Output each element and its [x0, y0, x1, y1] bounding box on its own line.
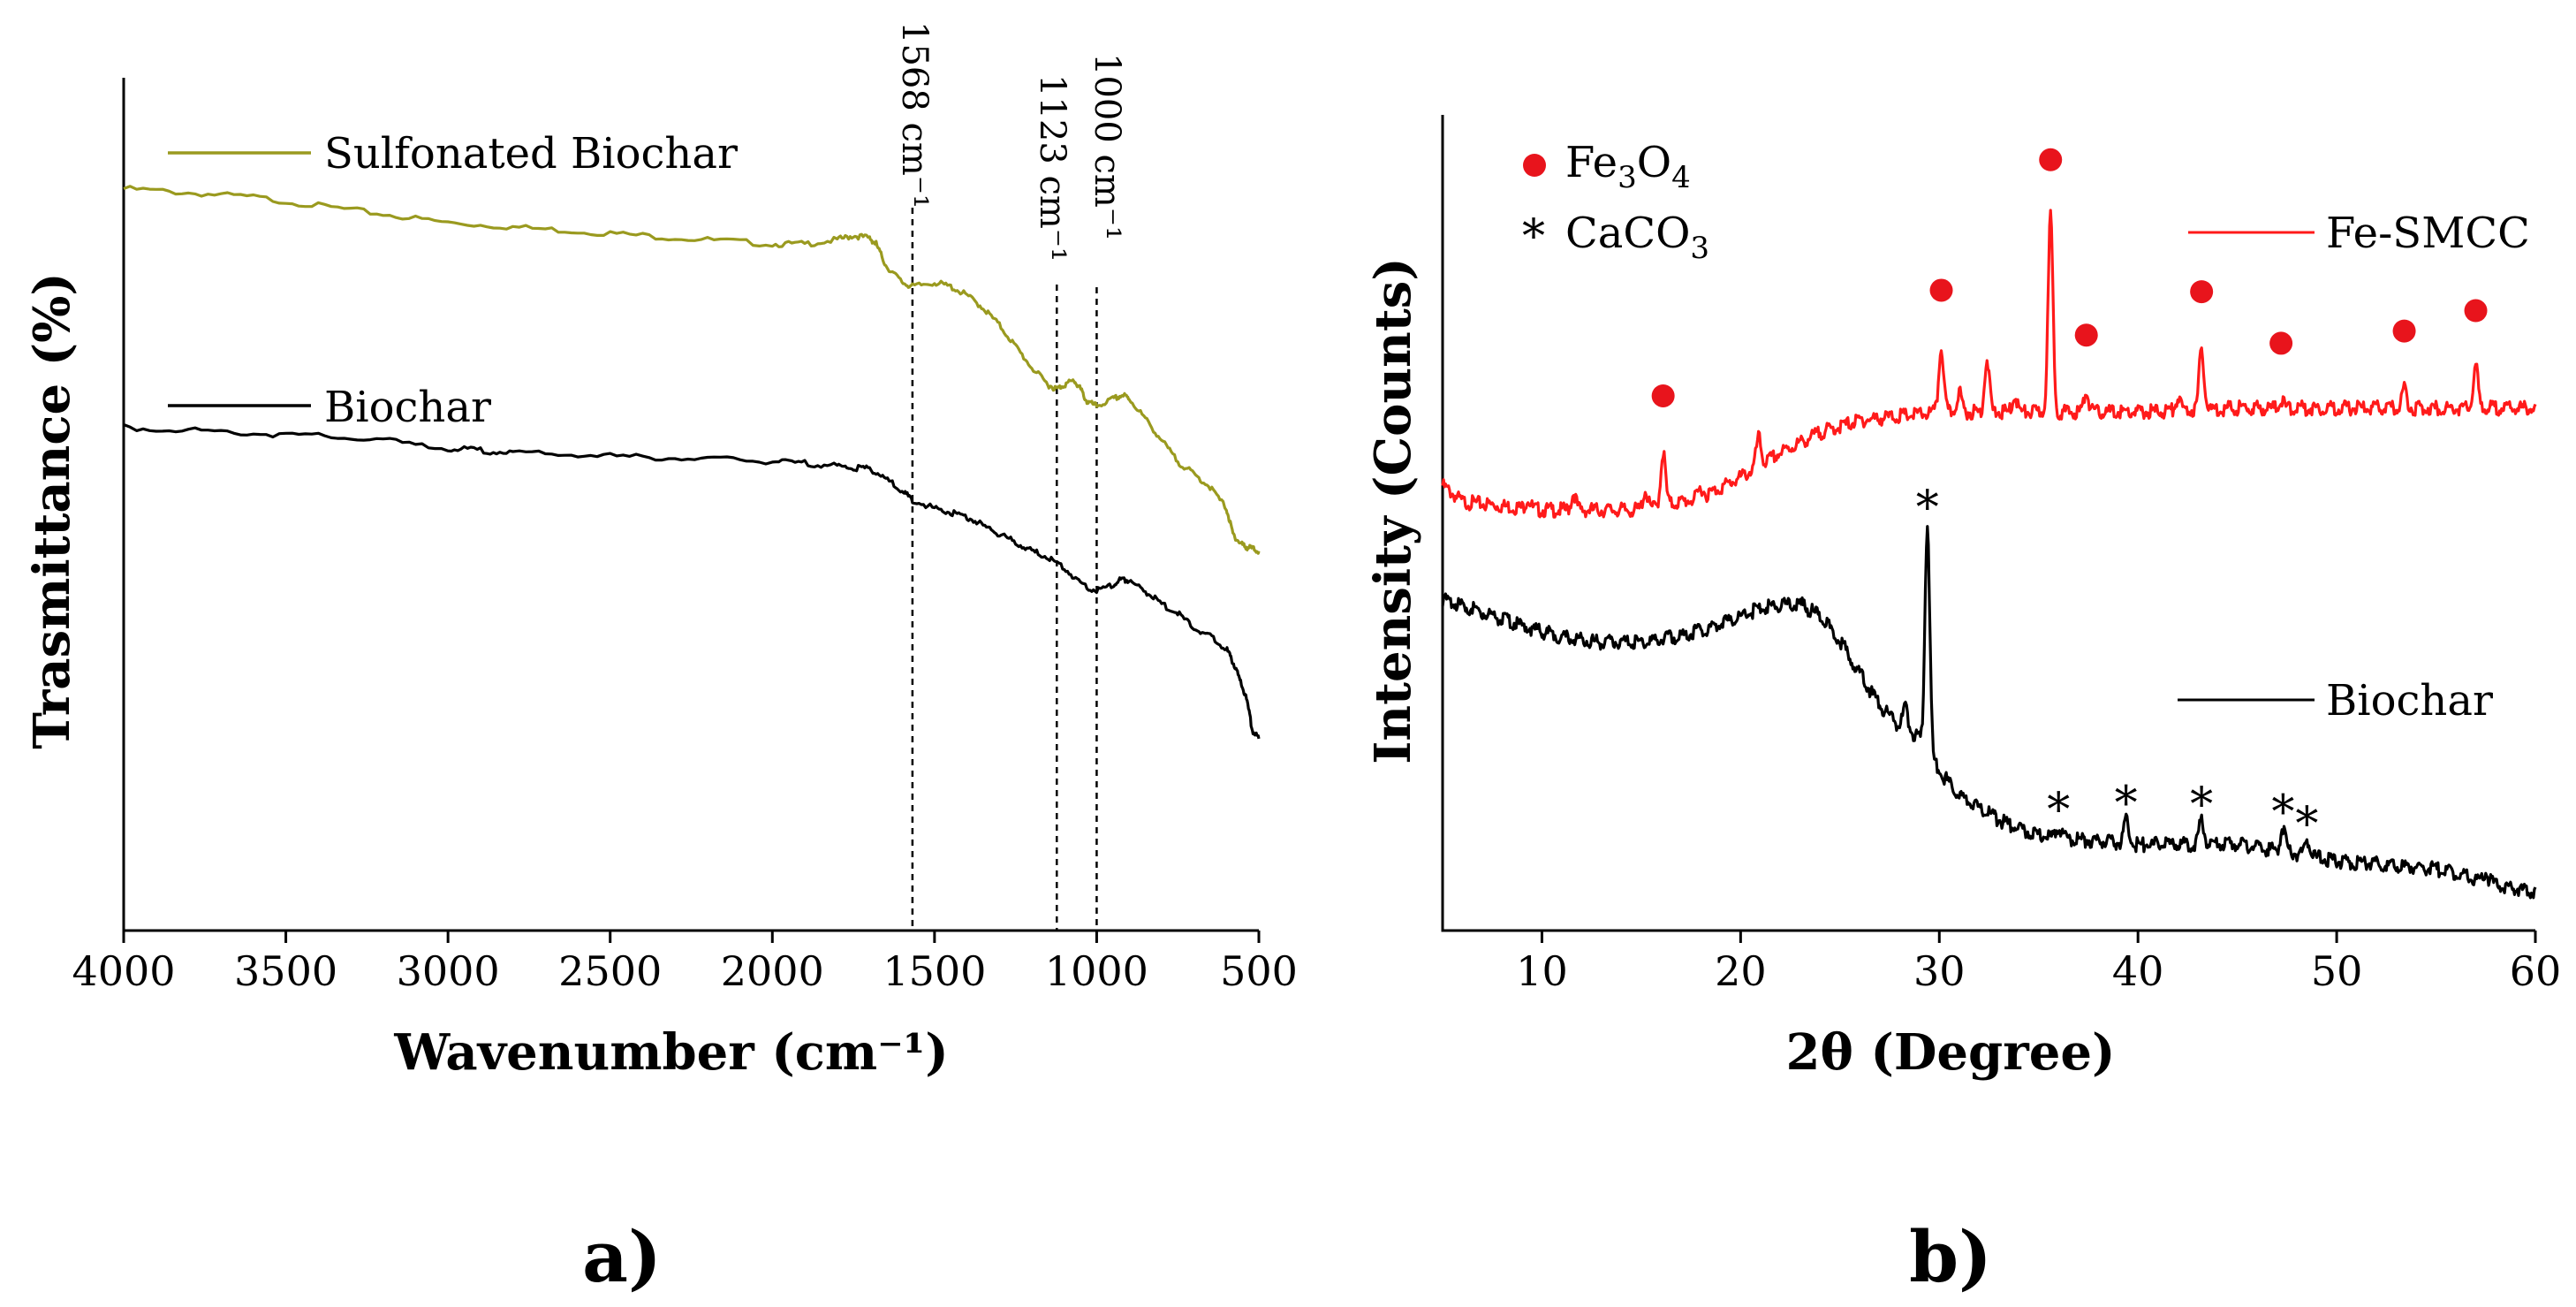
series-biochar [123, 423, 1261, 740]
legend-marker-caco3: * [1522, 210, 1545, 263]
panel-b-tick-label: 50 [2311, 947, 2363, 995]
panel-b-axis-frame [1441, 115, 2535, 932]
panel-a-tick-label: 500 [1220, 947, 1298, 995]
panel-b-x-ticks: 10 20 30 40 50 60 [1516, 931, 2561, 995]
panel-b-tick-label: 40 [2112, 947, 2164, 995]
annotation-1000: 1000 cm⁻¹ [1087, 53, 1127, 240]
panel-b-x-axis-title: 2θ (Degree) [1786, 1023, 2116, 1082]
panel-a-tick-label: 4000 [72, 947, 175, 995]
series-sulfonated-biochar [123, 185, 1261, 555]
fe3o4-peak-marker [1651, 384, 1675, 407]
legend-caco3-sub3: 3 [1690, 231, 1709, 266]
fe3o4-peak-marker [2464, 299, 2488, 323]
fe3o4-peak-marker [1929, 278, 1953, 302]
panel-b-series [1441, 209, 2537, 900]
series-xrd-fe-smcc [1441, 209, 2537, 519]
legend-fe3o4-sub4: 4 [1671, 160, 1691, 195]
annotation-1123: 1123 cm⁻¹ [1032, 74, 1072, 262]
legend-caco3-text: CaCO [1565, 209, 1690, 258]
caco3-peak-marker: * [2047, 784, 2070, 837]
panel-b-y-axis-title: Intensity (Counts) [1364, 257, 1422, 764]
legend-label-fe3o4: Fe3O4 [1565, 138, 1691, 195]
series-xrd-biochar [1441, 525, 2537, 900]
fe3o4-peak-marker [2392, 319, 2416, 343]
legend-label-caco3: CaCO3 [1565, 209, 1709, 266]
panel-b-tick-label: 20 [1715, 947, 1767, 995]
panel-b-tick-label: 10 [1516, 947, 1568, 995]
caco3-peak-marker: * [2115, 778, 2138, 831]
panel-a-tick-label: 3500 [234, 947, 337, 995]
panel-a-x-axis-title: Wavenumber (cm⁻¹) [393, 1023, 948, 1082]
fe3o4-peak-marker [2190, 280, 2214, 304]
panel-a-x-ticks: 4000 3500 3000 2500 2000 1500 1000 500 [72, 931, 1298, 995]
panel-a-ftir: 4000 3500 3000 2500 2000 1500 1000 500 Sulfonat… [23, 21, 1298, 1298]
fe3o4-peak-marker [2074, 323, 2098, 347]
legend-fe3o4-o: O [1637, 138, 1671, 187]
legend-fe3o4-sub3: 3 [1618, 160, 1637, 195]
fe3o4-peak-marker [2269, 331, 2293, 355]
panel-a-tick-label: 1500 [883, 947, 986, 995]
panel-a-tick-label: 3000 [397, 947, 500, 995]
panel-a-tick-label: 1000 [1045, 947, 1148, 995]
fe3o4-peak-marker [2039, 148, 2063, 171]
caco3-peak-marker: * [2190, 779, 2213, 832]
panel-a-series [123, 185, 1261, 740]
caco3-peak-marker: * [2295, 798, 2318, 851]
legend-fe3o4-fe: Fe [1565, 138, 1618, 187]
panel-a-tick-label: 2500 [558, 947, 662, 995]
legend-label-biochar-xrd: Biochar [2326, 676, 2493, 726]
panel-a-y-axis-title: Trasmittance (%) [23, 272, 81, 749]
panel-b-peak-markers: ** * * * * [1651, 148, 2488, 851]
legend-label-fe-smcc: Fe-SMCC [2326, 209, 2530, 258]
panel-a-tick-label: 2000 [721, 947, 824, 995]
panel-b-xrd: ** * * * * 10 20 30 40 50 60 Fe3O4 * CaCO3 Fe-SMC… [1364, 115, 2561, 1298]
panel-a-label: a) [582, 1215, 662, 1298]
panel-b-tick-label: 60 [2510, 947, 2562, 995]
legend-label-sulfonated-biochar: Sulfonated Biochar [324, 129, 738, 179]
panel-b-axes [1441, 115, 2535, 932]
legend-label-biochar: Biochar [324, 383, 491, 432]
caco3-peak-marker: * [2271, 786, 2294, 839]
annotation-1568: 1568 cm⁻¹ [894, 21, 935, 209]
panel-b-tick-label: 30 [1913, 947, 1966, 995]
panel-a-reference-lines [911, 208, 1098, 931]
caco3-peak-marker: * [1916, 482, 1939, 535]
panel-b-label: b) [1909, 1215, 1992, 1298]
legend-marker-fe3o4 [1523, 154, 1546, 177]
